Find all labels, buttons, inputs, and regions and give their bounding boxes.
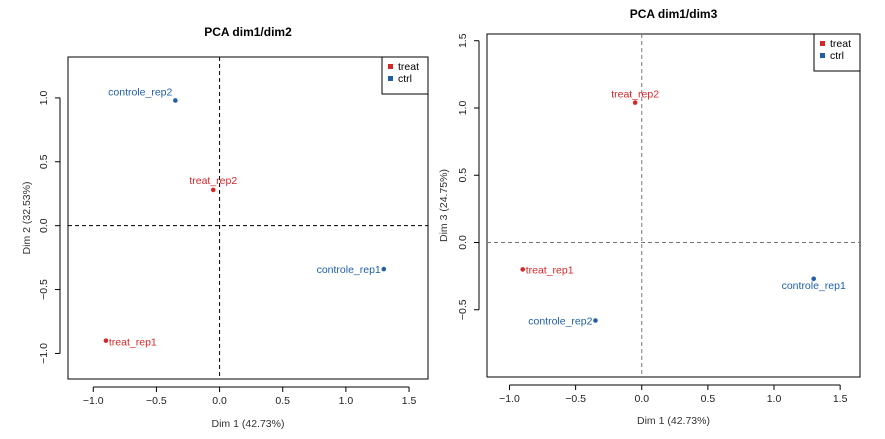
point-label: controle_rep1 [782, 280, 846, 292]
y-axis-label: Dim 2 (32.53%) [21, 182, 33, 255]
y-tick-label: 0.5 [457, 168, 469, 183]
chart-title: PCA dim1/dim3 [630, 7, 718, 21]
point-label: treat_rep1 [526, 264, 574, 276]
data-point-controle_rep2 [593, 318, 598, 323]
x-tick-label: 1.5 [833, 393, 848, 405]
y-tick-label: 0.5 [38, 154, 50, 169]
y-axis-label: Dim 3 (24.75%) [438, 169, 450, 242]
legend-label: treat [398, 61, 419, 73]
x-tick-label: 1.0 [767, 393, 782, 405]
x-tick-label: 1.5 [402, 395, 417, 407]
pca-panel-2: PCA dim1/dim3 −1.0 −0.5 0.0 0.5 1.0 1.5 −0.5 0.0… [438, 7, 861, 427]
point-label: controle_rep1 [317, 264, 381, 276]
x-tick-label: 0.0 [634, 393, 649, 405]
legend-label: ctrl [830, 50, 844, 62]
point-label: controle_rep2 [108, 86, 172, 98]
legend-box [381, 56, 429, 95]
legend-swatch-treat [388, 64, 393, 69]
x-axis-label: Dim 1 (42.73%) [212, 418, 285, 430]
plot-frame [486, 33, 861, 378]
y-tick-label: −1.0 [38, 343, 50, 364]
x-tick-label: 1.0 [339, 395, 354, 407]
x-tick-label: −1.0 [499, 393, 520, 405]
legend-label: ctrl [398, 73, 412, 85]
x-tick-label: −0.5 [565, 393, 586, 405]
chart-title: PCA dim1/dim2 [204, 25, 292, 39]
y-tick-label: −0.5 [457, 299, 469, 320]
plot-frame [67, 56, 429, 380]
data-point-treat_rep1 [103, 338, 109, 343]
x-tick-label: 0.5 [275, 395, 290, 407]
y-tick-label: 0.0 [38, 218, 50, 233]
point-label: treat_rep1 [109, 337, 157, 349]
x-tick-label: 0.5 [701, 393, 716, 405]
point-label: treat_rep2 [189, 175, 237, 187]
y-tick-label: 1.0 [457, 101, 469, 116]
legend-swatch-ctrl [388, 76, 393, 81]
point-label: treat_rep2 [611, 89, 659, 101]
data-point-treat_rep2 [632, 100, 638, 105]
y-tick-label: 0.0 [457, 235, 469, 250]
data-point-controle_rep1 [811, 276, 817, 282]
x-tick-label: 0.0 [212, 395, 227, 407]
legend-label: treat [830, 38, 851, 50]
y-tick-label: −0.5 [38, 279, 50, 300]
data-point-treat_rep2 [210, 187, 216, 193]
y-tick-label: 1.0 [38, 90, 50, 105]
point-label: controle_rep2 [528, 316, 592, 328]
data-point-treat_rep1 [520, 267, 526, 272]
data-point-controle_rep2 [173, 98, 178, 103]
y-tick-label: 1.5 [457, 33, 469, 48]
x-tick-label: −0.5 [146, 395, 167, 407]
x-tick-label: −1.0 [83, 395, 104, 407]
x-axis-label: Dim 1 (42.73%) [637, 415, 710, 427]
pca-panel-1: PCA dim1/dim2 −1.0 −0.5 0.0 0.5 1.0 1.5 −1.0 −0.… [21, 25, 429, 430]
legend-swatch-treat [820, 41, 825, 46]
data-point-controle_rep1 [381, 266, 387, 272]
legend-swatch-ctrl [820, 53, 825, 58]
legend-box [813, 33, 861, 72]
